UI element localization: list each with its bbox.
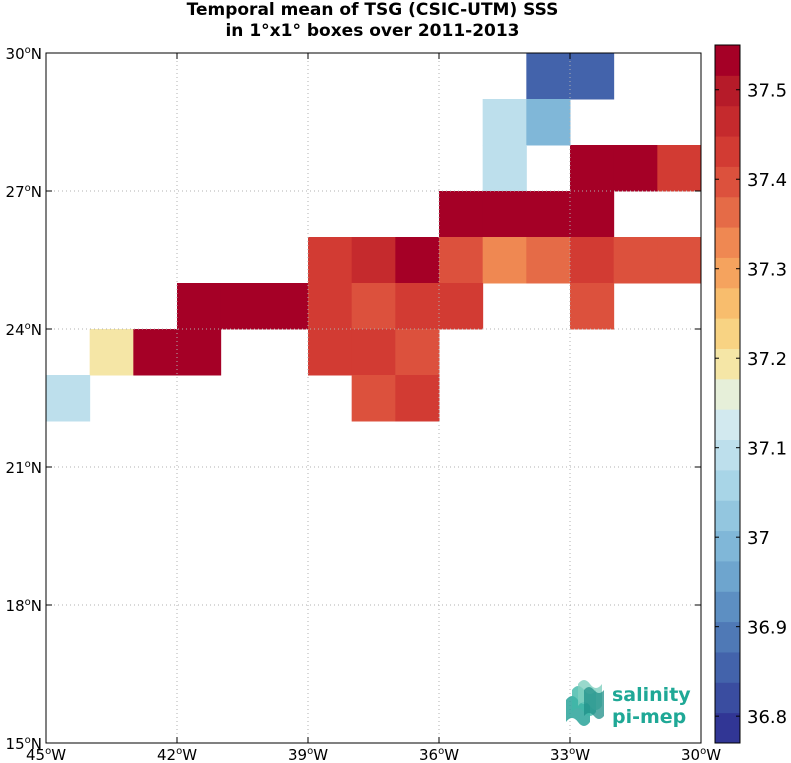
x-tick-label: 39oW	[288, 746, 328, 763]
colorbar-swatch	[715, 469, 740, 501]
heatmap-cell	[657, 145, 702, 192]
colorbar-swatch	[715, 621, 740, 653]
colorbar-swatch	[715, 530, 740, 562]
colorbar-swatch	[715, 318, 740, 349]
heatmap-cell	[613, 237, 658, 284]
x-tick-label: 45oW	[26, 746, 66, 763]
y-tick-label: 27oN	[6, 183, 42, 201]
colorbar-swatch	[715, 45, 740, 76]
heatmap-cell	[482, 191, 527, 238]
heatmap-cell	[351, 375, 396, 422]
colorbar-tick-label: 36.9	[747, 618, 787, 639]
heatmap-cell	[526, 99, 571, 146]
salinity-pi-mep-logo: salinity pi-mep	[566, 680, 691, 728]
colorbar: 36.8 36.9 37 37.1 37.2 37.3 37.4 37.5	[714, 44, 787, 744]
logo-text-salinity: salinity	[612, 684, 691, 706]
x-tick-label: 33oW	[550, 746, 590, 763]
colorbar-swatch	[715, 348, 740, 380]
chart-subtitle: in 1°x1° boxes over 2011-2013	[225, 21, 520, 41]
y-axis-ticks: 15oN 18oN 21oN 24oN 27oN 30oN	[6, 45, 701, 753]
heatmap-cell	[570, 237, 615, 284]
colorbar-swatch	[715, 439, 740, 471]
colorbar-tick-label: 37.5	[747, 81, 787, 102]
y-tick-label: 15oN	[6, 735, 42, 753]
heatmap-cell	[264, 283, 309, 330]
heatmap-cell	[570, 191, 615, 238]
heatmap-cell	[570, 145, 615, 192]
colorbar-tick-label: 37.4	[747, 170, 787, 191]
x-tick-label: 36oW	[419, 746, 459, 763]
heatmap-cell	[526, 53, 571, 100]
heatmap-cell	[526, 191, 571, 238]
heatmap-cell	[308, 329, 353, 376]
heatmap-cell	[308, 283, 353, 330]
colorbar-tick-label: 37	[747, 528, 770, 549]
heatmap-cell	[351, 283, 396, 330]
y-tick-label: 18oN	[6, 597, 42, 615]
colorbar-swatch	[715, 166, 740, 198]
heatmap-cell	[439, 283, 484, 330]
heatmap-cell	[220, 283, 265, 330]
colorbar-swatch	[715, 651, 740, 683]
colorbar-tick-label: 36.8	[747, 707, 787, 728]
colorbar-swatch	[715, 591, 740, 623]
colorbar-swatch	[715, 712, 740, 744]
heatmap-cell	[395, 329, 440, 376]
colorbar-swatch	[715, 287, 740, 319]
heatmap-cell	[526, 237, 571, 284]
colorbar-frame	[714, 44, 741, 744]
colorbar-swatch	[715, 227, 740, 258]
colorbar-swatch	[715, 560, 740, 592]
x-tick-label: 42oW	[157, 746, 197, 763]
heatmap-cell	[89, 329, 134, 376]
y-tick-label: 24oN	[6, 321, 42, 339]
heatmap-cell	[177, 329, 222, 376]
grid-lines	[46, 53, 701, 743]
heatmap-cell	[570, 283, 615, 330]
heatmap-cell	[482, 145, 527, 192]
colorbar-tick-label: 37.3	[747, 260, 787, 281]
colorbar-swatch	[715, 257, 740, 289]
heatmap-cell	[439, 237, 484, 284]
heatmap-cell	[657, 237, 702, 284]
y-tick-label: 30oN	[6, 45, 42, 63]
heatmap-cell	[46, 375, 91, 422]
heatmap-cell	[351, 237, 396, 284]
heatmap-cell	[439, 191, 484, 238]
heatmap-cell	[351, 329, 396, 376]
heatmap-cell	[482, 99, 527, 146]
colorbar-swatch	[715, 75, 740, 107]
logo-waves-icon	[566, 680, 604, 726]
colorbar-tick-label: 37.2	[747, 349, 787, 370]
heatmap-cell	[133, 329, 178, 376]
heatmap-cell	[482, 237, 527, 284]
colorbar-swatch	[715, 136, 740, 167]
heatmap-cell	[177, 283, 222, 330]
heatmap-cell	[395, 375, 440, 422]
chart-title: Temporal mean of TSG (CSIC-UTM) SSS	[186, 0, 559, 20]
heatmap-cells	[46, 53, 702, 422]
plot-frame	[45, 52, 702, 744]
colorbar-swatch	[715, 682, 740, 714]
heatmap-cell	[308, 237, 353, 284]
colorbar-swatch	[715, 105, 740, 137]
x-tick-label: 30oW	[681, 746, 721, 763]
heatmap-cell	[395, 283, 440, 330]
colorbar-swatch	[715, 378, 740, 410]
y-tick-label: 21oN	[6, 459, 42, 477]
colorbar-swatch	[715, 196, 740, 228]
heatmap-cell	[570, 53, 615, 100]
chart-title-block: Temporal mean of TSG (CSIC-UTM) SSS in 1…	[0, 0, 745, 42]
colorbar-swatch	[715, 500, 740, 532]
logo-text-pi-mep: pi-mep	[612, 706, 686, 728]
heatmap-cell	[613, 145, 658, 192]
heatmap-cell	[395, 237, 440, 284]
colorbar-tick-label: 37.1	[747, 439, 787, 460]
x-axis-ticks: 45oW 42oW 39oW 36oW 33oW 30oW	[26, 53, 721, 763]
colorbar-swatch	[715, 409, 740, 441]
